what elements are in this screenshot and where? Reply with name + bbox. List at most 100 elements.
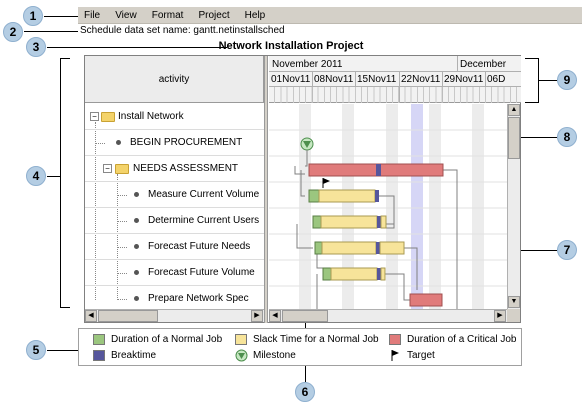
activity-hscroll[interactable]: ◀ ▶	[85, 309, 264, 322]
scroll-up-icon[interactable]: ▲	[508, 104, 520, 116]
week-label: 15Nov11	[357, 74, 397, 85]
callout-5-leader	[47, 350, 78, 351]
legend-critical-swatch	[389, 334, 401, 345]
activity-dot-icon	[134, 192, 139, 197]
breaktime-bar	[375, 190, 379, 202]
folder-icon	[101, 112, 115, 122]
slack-bar	[330, 267, 378, 281]
legend-label: Slack Time for a Normal Job	[253, 334, 379, 345]
scroll-left-icon[interactable]: ◀	[85, 310, 97, 322]
callout-1: 1	[23, 6, 43, 26]
slack-bar	[320, 215, 378, 229]
gantt-frame: activity − Install Network BEGIN PROCURE…	[84, 55, 521, 323]
legend-slack-swatch	[235, 334, 247, 345]
normal-bar	[322, 267, 332, 281]
activity-label: Prepare Network Spec	[148, 293, 249, 304]
callout-4-bracket	[60, 58, 70, 308]
menu-bar: File View Format Project Help	[78, 7, 582, 24]
slack-bar	[379, 241, 405, 255]
collapse-icon[interactable]: −	[103, 164, 112, 173]
scroll-right-icon[interactable]: ▶	[494, 310, 506, 322]
callout-9: 9	[557, 70, 577, 90]
normal-bar	[312, 215, 322, 229]
weekend-shade	[429, 104, 441, 309]
activity-label: NEEDS ASSESSMENT	[133, 163, 239, 174]
callout-2: 2	[3, 22, 23, 42]
weekend-shade	[472, 104, 484, 309]
activity-row[interactable]: Forecast Future Needs	[85, 234, 264, 260]
tree-line	[95, 122, 96, 300]
callout-8: 8	[557, 127, 577, 147]
project-title: Network Installation Project	[218, 40, 364, 52]
legend-label: Duration of a Normal Job	[111, 334, 223, 345]
activity-label: Forecast Future Volume	[148, 267, 255, 278]
slack-bar	[380, 215, 387, 229]
month-label: December	[460, 59, 507, 70]
tree-line	[117, 174, 118, 300]
menu-help[interactable]: Help	[244, 10, 266, 21]
activity-row[interactable]: Determine Current Users	[85, 208, 264, 234]
activity-row[interactable]: Forecast Future Volume	[85, 260, 264, 286]
callout-7-leader	[491, 250, 557, 251]
menu-view[interactable]: View	[115, 10, 137, 21]
gantt-chart	[269, 104, 507, 309]
target-flag-icon	[322, 178, 330, 188]
activity-dot-icon	[134, 218, 139, 223]
activity-dot-icon	[134, 296, 139, 301]
callout-4-leader	[47, 176, 60, 177]
menu-file[interactable]: File	[84, 10, 101, 21]
week-label: 08Nov11	[314, 74, 354, 85]
weekend-shade	[342, 104, 354, 309]
activity-row[interactable]: − NEEDS ASSESSMENT	[85, 156, 264, 182]
tree-line	[117, 221, 127, 222]
critical-bar	[409, 293, 443, 307]
activity-dot-icon	[116, 140, 121, 145]
gantt-vscroll[interactable]: ▲ ▼	[507, 104, 520, 309]
activity-column-header[interactable]: activity	[85, 56, 264, 103]
gantt-hscroll[interactable]: ◀ ▶	[269, 309, 507, 322]
today-band	[411, 104, 423, 309]
activity-dot-icon	[134, 270, 139, 275]
legend-label: Breaktime	[111, 350, 157, 361]
callout-8-leader	[519, 137, 557, 138]
callout-5: 5	[26, 340, 46, 360]
scroll-thumb[interactable]	[98, 310, 158, 322]
scroll-right-icon[interactable]: ▶	[251, 310, 263, 322]
month-divider	[269, 71, 521, 72]
scroll-thumb[interactable]	[282, 310, 328, 322]
callout-9-bracket	[525, 58, 539, 103]
menu-format[interactable]: Format	[151, 10, 184, 21]
breaktime-bar	[377, 268, 381, 280]
slack-bar	[380, 267, 386, 281]
timeline-header: November 2011 December 01Nov11 08Nov11 1…	[269, 56, 521, 103]
callout-1-leader	[44, 16, 78, 17]
callout-9-leader	[539, 80, 557, 81]
normal-bar	[314, 241, 323, 255]
activity-row[interactable]: − Install Network	[85, 104, 264, 130]
tree-line	[117, 299, 127, 300]
weekend-shade	[386, 104, 398, 309]
dataset-label: Schedule data set name: gantt.netinstall…	[80, 25, 285, 36]
tree-line	[117, 247, 127, 248]
tree-line	[95, 143, 105, 144]
weekend-shade	[299, 104, 311, 309]
legend-breaktime-swatch	[93, 350, 105, 361]
activity-label: Forecast Future Needs	[148, 241, 251, 252]
breaktime-bar	[376, 242, 380, 254]
slack-bar	[318, 189, 376, 203]
scroll-thumb[interactable]	[508, 117, 520, 159]
legend: Duration of a Normal Job Slack Time for …	[78, 328, 522, 366]
scroll-down-icon[interactable]: ▼	[508, 296, 520, 308]
menu-project[interactable]: Project	[198, 10, 230, 21]
pane-splitter[interactable]	[264, 56, 268, 323]
activity-row[interactable]: Measure Current Volume	[85, 182, 264, 208]
scroll-left-icon[interactable]: ◀	[269, 310, 281, 322]
week-label: 06D	[487, 74, 506, 85]
day-ticks	[269, 87, 521, 103]
activity-dot-icon	[134, 244, 139, 249]
callout-4: 4	[26, 166, 46, 186]
slack-bar	[321, 241, 377, 255]
collapse-icon[interactable]: −	[90, 112, 99, 121]
activity-row[interactable]: BEGIN PROCUREMENT	[85, 130, 264, 156]
week-label: 01Nov11	[271, 74, 311, 85]
